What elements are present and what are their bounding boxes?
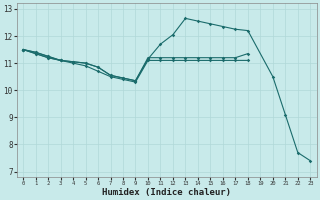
- X-axis label: Humidex (Indice chaleur): Humidex (Indice chaleur): [102, 188, 231, 197]
